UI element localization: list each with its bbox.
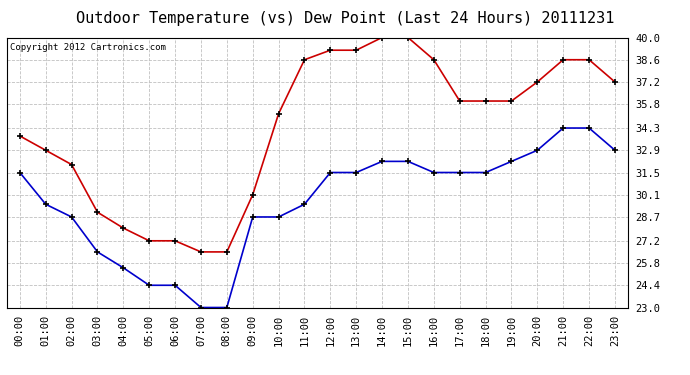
Text: Copyright 2012 Cartronics.com: Copyright 2012 Cartronics.com [10, 43, 166, 52]
Text: Outdoor Temperature (vs) Dew Point (Last 24 Hours) 20111231: Outdoor Temperature (vs) Dew Point (Last… [76, 11, 614, 26]
